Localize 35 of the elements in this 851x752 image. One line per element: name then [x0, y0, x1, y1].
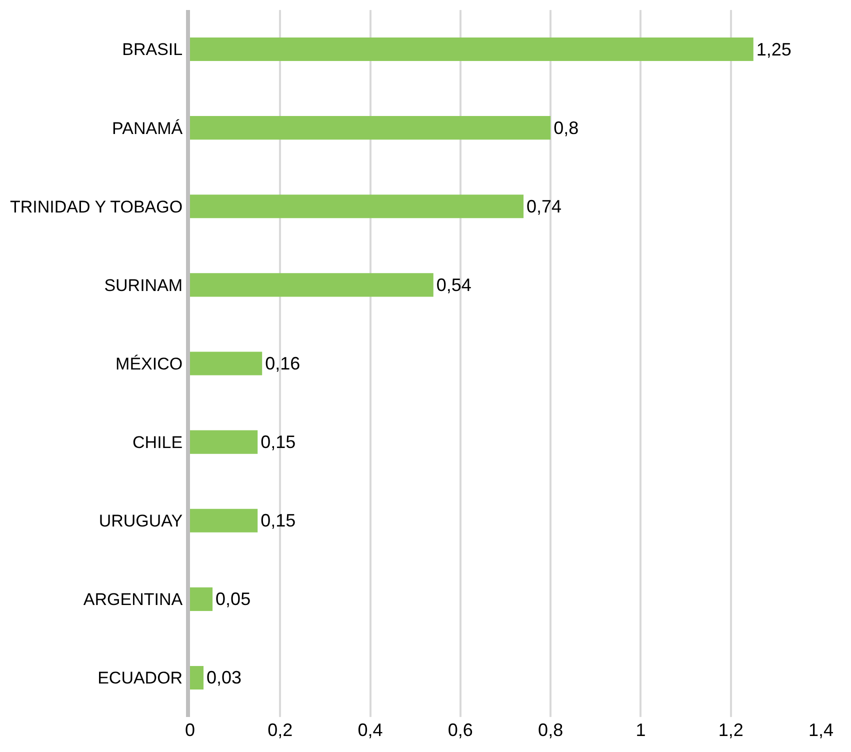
bar [190, 587, 213, 611]
y-tick-label: TRINIDAD Y TOBAGO [10, 197, 183, 216]
data-label: 1,25 [756, 39, 792, 60]
y-tick-label: ARGENTINA [83, 590, 184, 610]
y-tick-label: CHILE [132, 433, 183, 452]
y-tick-label: SURINAM [104, 276, 183, 295]
y-tick-label: PANAMÁ [112, 118, 184, 138]
data-label: 0,16 [265, 354, 300, 374]
bar [190, 508, 258, 532]
x-tick-label: 0,4 [358, 720, 383, 740]
bar [190, 194, 524, 218]
data-label: 0,15 [260, 510, 296, 531]
bar [190, 37, 754, 62]
bar [190, 352, 262, 376]
data-label: 0,74 [526, 196, 562, 216]
y-tick-label: MÉXICO [116, 354, 183, 374]
data-label: 0,54 [436, 274, 472, 295]
y-tick-label: ECUADOR [98, 668, 183, 688]
x-tick-label: 1,4 [808, 720, 834, 740]
x-tick-label: 1,2 [718, 720, 744, 740]
y-tick-label: BRASIL [122, 40, 183, 60]
bar [190, 666, 204, 690]
x-tick-label: 0,6 [448, 720, 473, 740]
bar [190, 273, 434, 297]
data-label: 0,03 [206, 668, 242, 688]
x-tick-label: 1 [636, 720, 646, 740]
y-tick-label: URUGUAY [98, 512, 183, 531]
bar [190, 430, 258, 454]
data-label: 0,05 [216, 589, 251, 610]
data-label: 0,15 [260, 432, 296, 452]
bar [190, 116, 551, 140]
x-tick-label: 0,8 [538, 720, 564, 740]
x-tick-label: 0 [184, 720, 196, 740]
data-label: 0,8 [554, 118, 579, 138]
x-tick-label: 0,2 [268, 720, 293, 740]
